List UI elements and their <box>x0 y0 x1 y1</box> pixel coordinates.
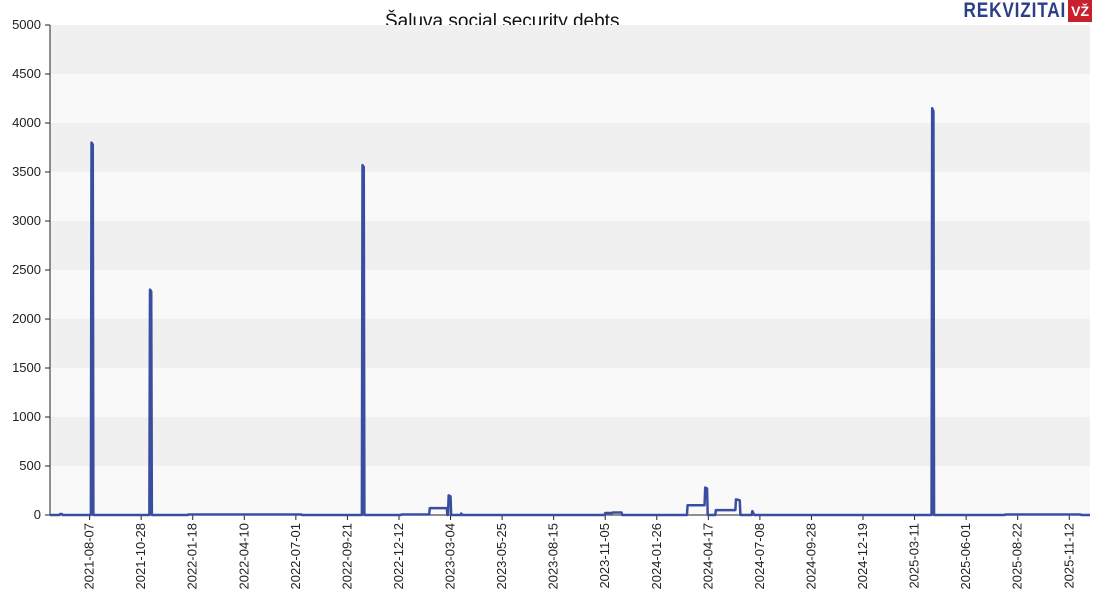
y-tick-label: 2000 <box>12 311 41 326</box>
x-tick-label: 2024-01-26 <box>649 523 664 590</box>
grid-band <box>50 417 1090 466</box>
y-tick-label: 1500 <box>12 360 41 375</box>
x-tick-label: 2023-05-25 <box>494 523 509 590</box>
x-tick-label: 2024-09-28 <box>803 523 818 590</box>
brand-badge: VŽ <box>1068 0 1092 22</box>
x-tick-label: 2023-08-15 <box>546 523 561 590</box>
grid-band <box>50 74 1090 123</box>
y-tick-label: 4500 <box>12 66 41 81</box>
grid-band <box>50 319 1090 368</box>
x-tick-label: 2025-06-01 <box>958 523 973 590</box>
y-axis: 0 500 1000 1500 2000 2500 3000 3500 4000 4500 5000 <box>12 17 51 522</box>
grid-band <box>50 123 1090 172</box>
x-tick-label: 2021-10-28 <box>133 523 148 590</box>
grid-band <box>50 270 1090 319</box>
grid-band <box>50 466 1090 515</box>
x-tick-label: 2022-01-18 <box>185 523 200 590</box>
x-tick-label: 2025-11-12 <box>1061 523 1076 589</box>
grid-band <box>50 221 1090 270</box>
x-tick-label: 2025-03-11 <box>907 523 922 589</box>
x-tick-label: 2021-08-07 <box>82 523 97 590</box>
y-tick-label: 0 <box>34 507 41 522</box>
x-tick-label: 2024-12-19 <box>855 523 870 590</box>
debt-series-line <box>50 107 1090 517</box>
y-tick-label: 2500 <box>12 262 41 277</box>
y-tick-label: 1000 <box>12 409 41 424</box>
brand-logo: REKVIZITAI VŽ <box>941 0 1092 22</box>
y-tick-label: 5000 <box>12 17 41 32</box>
grid-band <box>50 25 1090 74</box>
grid-bands <box>50 25 1090 515</box>
x-tick-label: 2022-09-21 <box>339 523 354 590</box>
x-tick-label: 2024-04-17 <box>700 523 715 590</box>
x-axis: 2021-08-07 2021-10-28 2022-01-18 2022-04-10… <box>50 514 1090 590</box>
grid-band <box>50 368 1090 417</box>
x-tick-label: 2022-04-10 <box>236 523 251 590</box>
x-tick-label: 2025-08-22 <box>1010 523 1025 590</box>
y-tick-label: 3000 <box>12 213 41 228</box>
brand-wordmark: REKVIZITAI <box>963 0 1067 22</box>
x-tick-label: 2023-11-05 <box>597 523 612 589</box>
y-tick-label: 3500 <box>12 164 41 179</box>
x-tick-label: 2022-12-12 <box>391 523 406 590</box>
y-tick-label: 500 <box>19 458 41 473</box>
x-tick-label: 2023-03-04 <box>443 523 458 590</box>
plot-area <box>50 107 1090 517</box>
x-tick-label: 2024-07-08 <box>752 523 767 590</box>
grid-band <box>50 172 1090 221</box>
x-tick-label: 2022-07-01 <box>288 523 303 590</box>
y-tick-label: 4000 <box>12 115 41 130</box>
